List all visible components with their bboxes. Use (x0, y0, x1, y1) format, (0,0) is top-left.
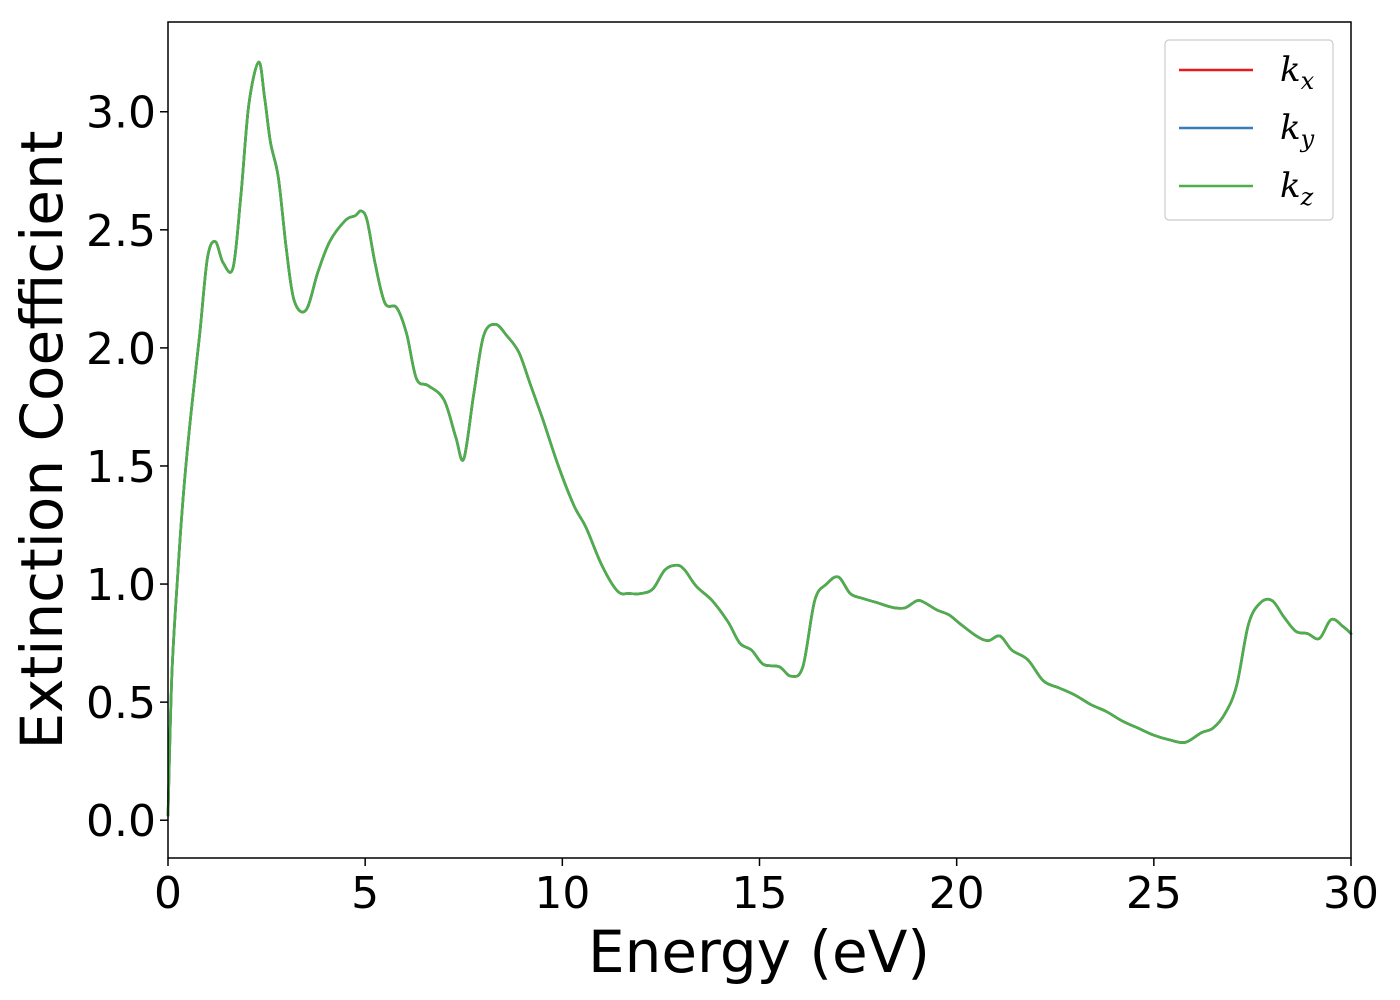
y-tick-label: 1.5 (86, 442, 156, 493)
series-layer (166, 60, 1353, 817)
x-tick-label: 0 (154, 868, 182, 919)
y-tick-label: 2.0 (86, 324, 156, 375)
legend-label-kz: kz (1280, 166, 1314, 211)
x-axis-title: Energy (eV) (588, 918, 930, 986)
legend-box (1164, 39, 1334, 221)
x-tick-label: 10 (534, 868, 590, 919)
legend-label-ky: ky (1280, 108, 1315, 153)
legend-label-kx: kx (1280, 50, 1315, 95)
y-tick-label: 0.5 (86, 678, 156, 729)
y-tick-label: 0.0 (86, 796, 156, 847)
y-axis-ticks: 0.0 0.5 1.0 1.5 2.0 2.5 3.0 (86, 88, 168, 847)
x-tick-label: 20 (929, 868, 985, 919)
legend: kx ky kz (1164, 39, 1334, 221)
y-tick-label: 2.5 (86, 206, 156, 257)
x-tick-label: 5 (351, 868, 379, 919)
y-tick-label: 3.0 (86, 88, 156, 139)
x-tick-label: 25 (1126, 868, 1182, 919)
x-axis-ticks: 0 5 10 15 20 25 30 (154, 858, 1379, 919)
x-tick-label: 15 (732, 868, 788, 919)
y-tick-label: 1.0 (86, 560, 156, 611)
y-axis-title: Extinction Coefficient (8, 131, 76, 750)
x-tick-label: 30 (1323, 868, 1379, 919)
series-line-kz (166, 60, 1353, 817)
